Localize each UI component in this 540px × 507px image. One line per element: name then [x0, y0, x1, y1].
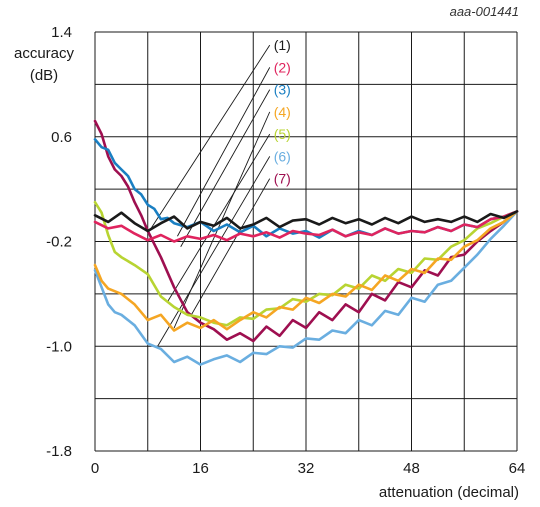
tick-labels: 0 16 32 48 64 1.4 0.6 -0.2 -1.0 -1.8 — [46, 24, 525, 477]
series-line-6 — [93, 210, 519, 366]
series-line-2 — [93, 210, 519, 243]
x-tick-label: 0 — [91, 460, 99, 477]
legend-label-2: (2) — [274, 59, 291, 75]
series-line-1 — [93, 210, 519, 233]
leader-line — [150, 44, 271, 229]
x-axis-label: attenuation (decimal) — [379, 484, 519, 501]
leader-line — [177, 67, 271, 237]
legend-label-4: (4) — [274, 104, 291, 120]
series-group — [93, 119, 519, 366]
legend-label-7: (7) — [274, 171, 291, 187]
leader-line — [190, 178, 271, 317]
y-axis-label-line2: (dB) — [30, 67, 58, 84]
leader-line — [157, 156, 271, 347]
legend: (1) (2) (3) (4) (5) (6) (7) — [274, 37, 291, 187]
y-tick-label: 1.4 — [51, 24, 72, 41]
legend-label-1: (1) — [274, 37, 291, 53]
grid — [94, 31, 518, 452]
y-tick-label: 0.6 — [51, 129, 72, 146]
y-tick-label: -1.8 — [46, 443, 72, 460]
legend-leader-lines — [150, 44, 271, 347]
series-line-7 — [93, 119, 519, 343]
series-line-5 — [93, 200, 519, 327]
y-tick-label: -1.0 — [46, 338, 72, 355]
y-tick-label: -0.2 — [46, 234, 72, 251]
x-tick-label: 64 — [509, 460, 526, 477]
legend-label-6: (6) — [274, 148, 291, 164]
y-axis-label-line1: accuracy — [14, 45, 75, 62]
x-tick-label: 16 — [192, 460, 209, 477]
series-line-4 — [93, 210, 519, 332]
leader-line — [167, 133, 271, 302]
x-tick-label: 48 — [403, 460, 420, 477]
x-tick-label: 32 — [298, 460, 315, 477]
figure-id: aaa-001441 — [450, 4, 519, 19]
legend-label-3: (3) — [274, 82, 291, 98]
legend-label-5: (5) — [274, 126, 291, 142]
leader-line — [180, 89, 271, 247]
